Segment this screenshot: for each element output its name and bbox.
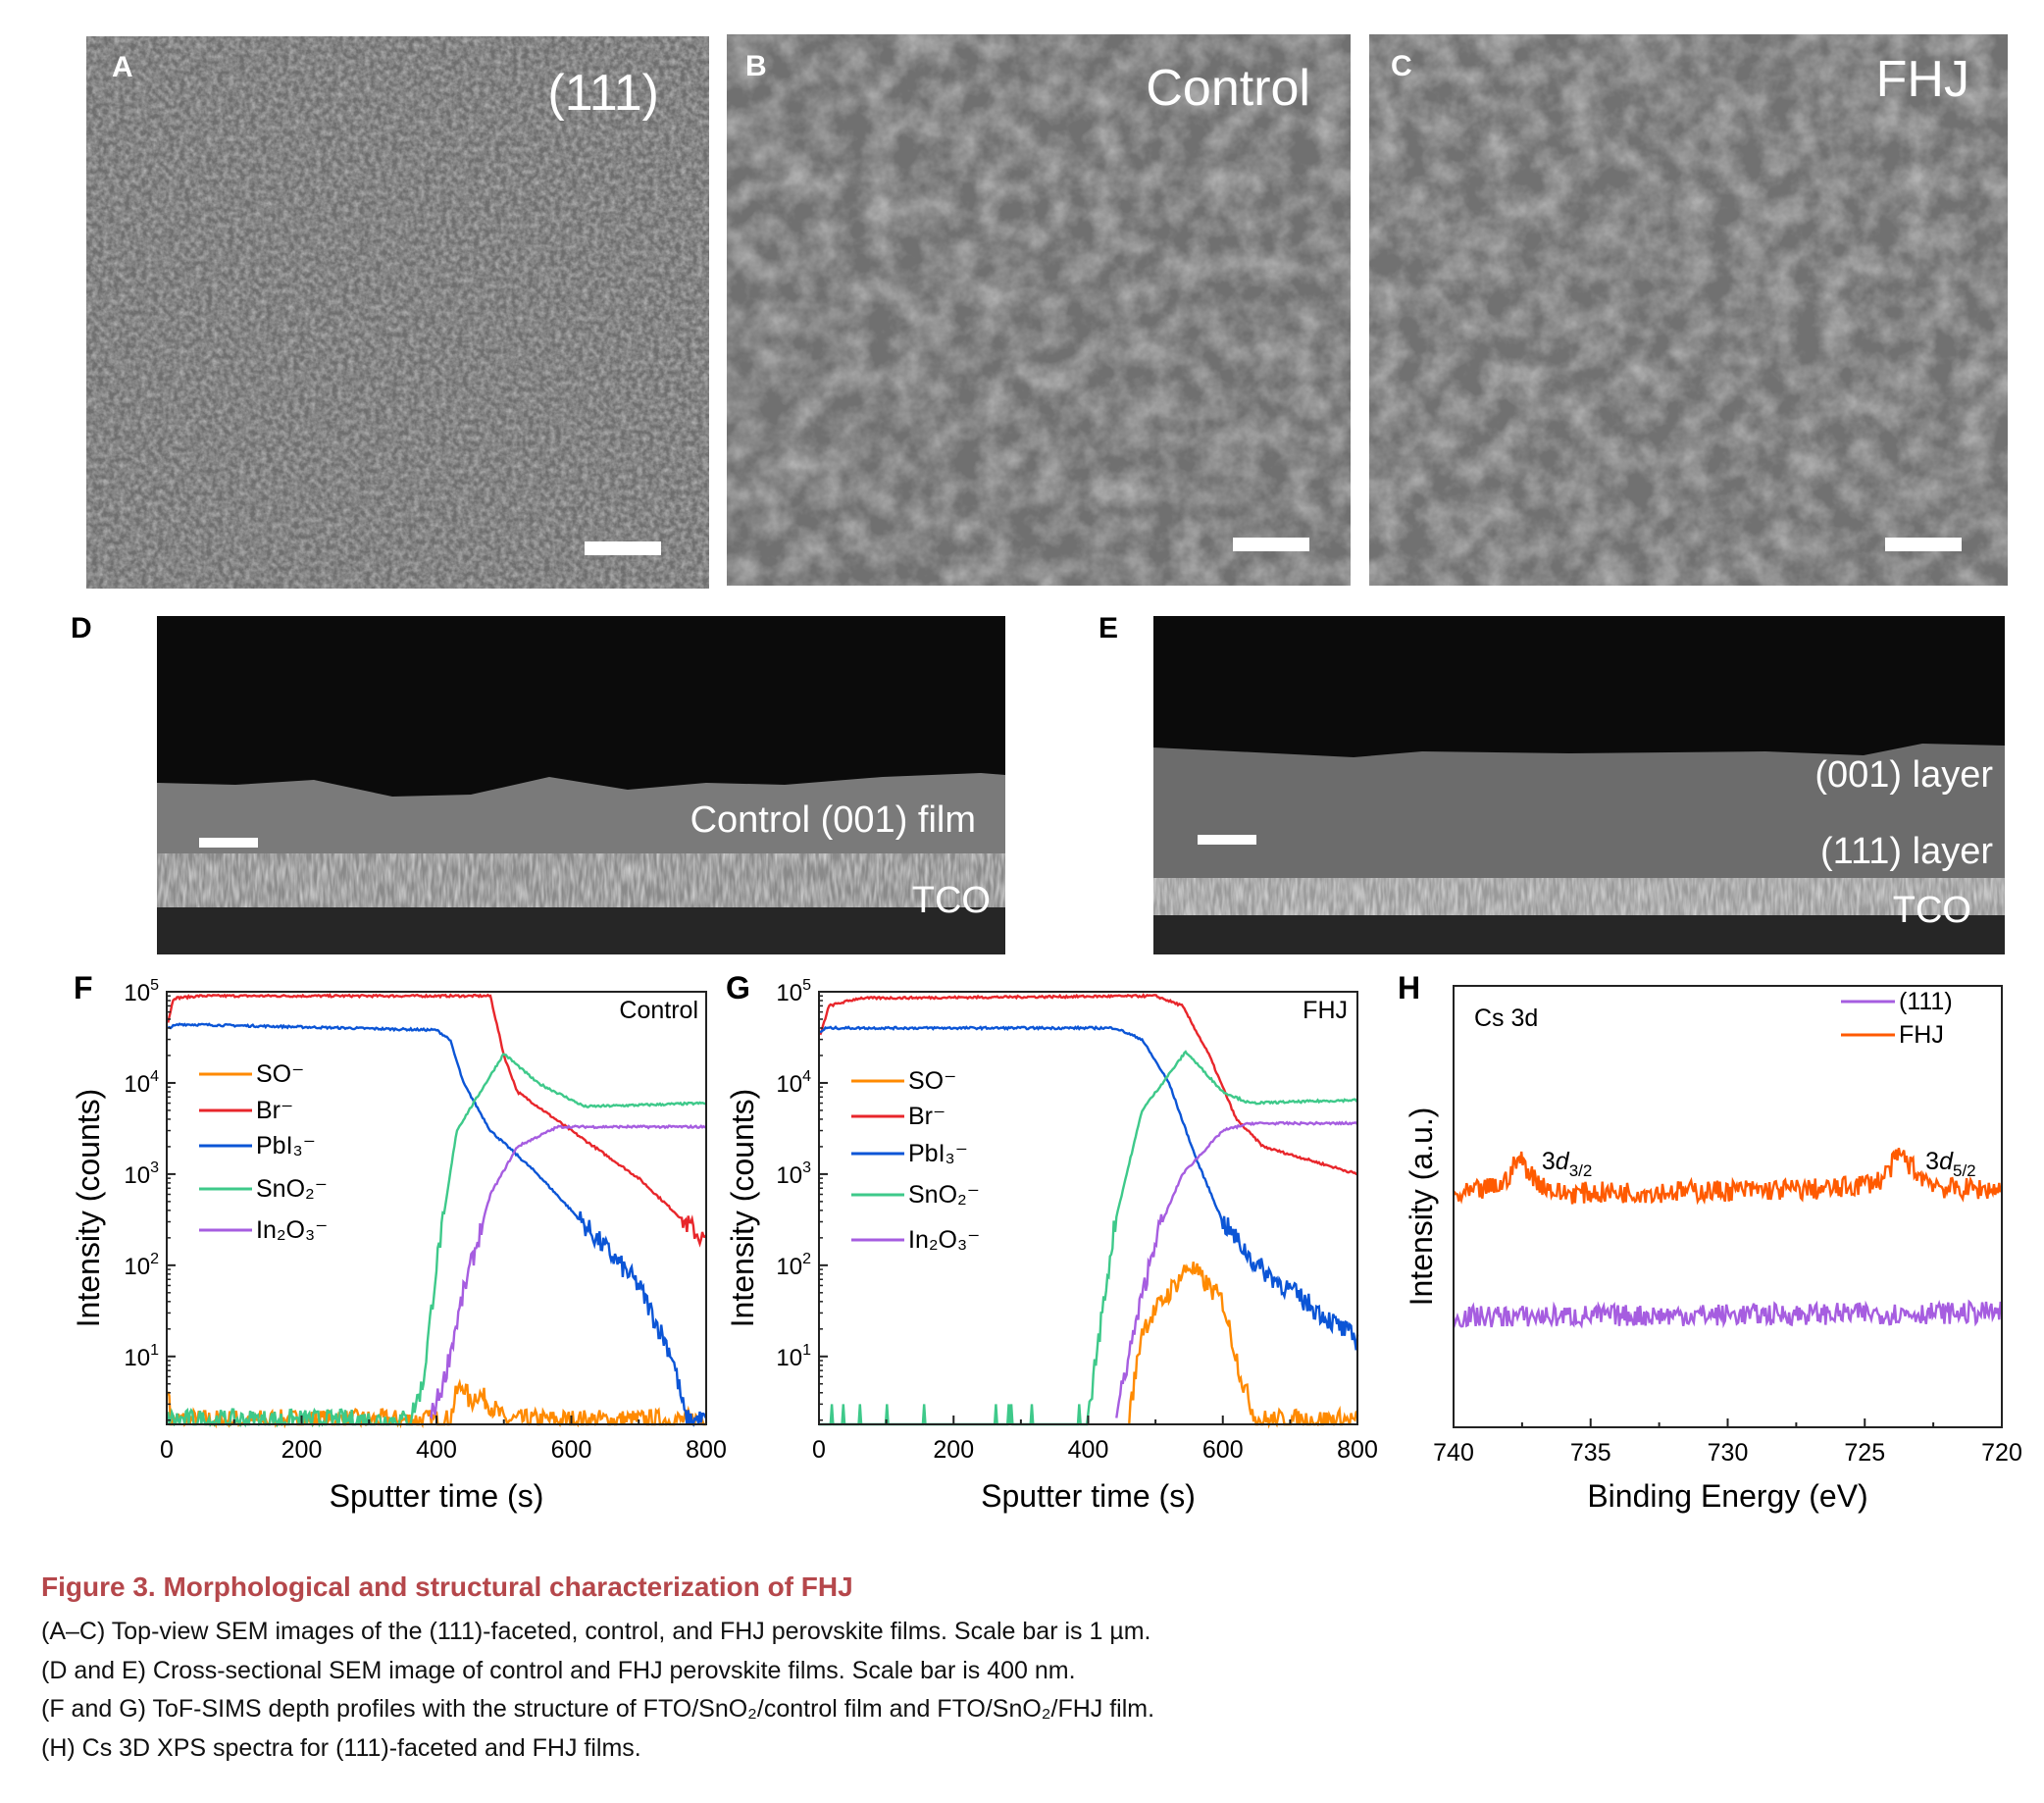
legend-label-pbi3: PbI₃⁻ [908, 1140, 968, 1167]
legend-label-in2o3: In₂O₃⁻ [256, 1216, 328, 1244]
panel-e-label-001: (001) layer [1814, 754, 1993, 796]
panel-letter-a: A [112, 51, 133, 83]
y-tick-label: 103 [776, 1159, 811, 1189]
caption-line: (F and G) ToF-SIMS depth profiles with t… [41, 1695, 1155, 1723]
caption-line: (D and E) Cross-sectional SEM image of c… [41, 1656, 1076, 1684]
peak-annotation: 3d5/2 [1925, 1148, 1975, 1180]
legend-label-in2o3: In₂O₃⁻ [908, 1226, 980, 1254]
legend-label-sno2: SnO₂⁻ [908, 1181, 980, 1209]
legend-label-sno2: SnO₂⁻ [256, 1175, 328, 1203]
series-line-br [167, 993, 707, 1248]
chart-title: FHJ [1303, 997, 1348, 1024]
legend-label-fhj: FHJ [1899, 1021, 1944, 1049]
y-tick-label: 104 [124, 1068, 159, 1098]
x-tick-label: 800 [686, 1436, 727, 1464]
y-tick-label: 104 [776, 1068, 811, 1098]
chart-title: Control [619, 997, 698, 1024]
series-line-111 [1452, 1299, 2004, 1329]
x-tick-label: 800 [1337, 1436, 1378, 1464]
legend-label-pbi3: PbI₃⁻ [256, 1132, 316, 1159]
chart-tof-sims-control: F SO⁻ Br⁻ PbI₃⁻ SnO₂⁻ In₂O₃⁻ 0 200 400 600 800 101 1… [71, 970, 727, 1514]
peak-annotation: 3d3/2 [1542, 1148, 1592, 1180]
legend-label-111: (111) [1899, 988, 1953, 1015]
panel-d-tco-label: TCO [912, 880, 991, 921]
x-tick-label: 600 [551, 1436, 592, 1464]
plot-frame [166, 991, 707, 1425]
x-tick-label: 720 [1981, 1439, 2022, 1467]
series-line-so [1128, 1262, 1358, 1429]
series-line-in2o3 [429, 1123, 707, 1420]
scale-bar [585, 541, 661, 555]
panel-letter-d: D [71, 612, 92, 644]
caption-line: (H) Cs 3D XPS spectra for (111)-faceted … [41, 1733, 641, 1762]
x-tick-label: 0 [812, 1436, 826, 1464]
figure-canvas: A (111) B Control C FHJ D Control (001) … [71, 34, 2022, 1514]
series-line-in2o3 [1115, 1120, 1358, 1418]
x-tick-label: 0 [160, 1436, 174, 1464]
panel-letter-g: G [726, 970, 750, 1005]
plot-frame [818, 991, 1358, 1425]
x-tick-label: 740 [1433, 1439, 1474, 1467]
y-axis-label: Intensity (counts) [725, 1089, 760, 1328]
y-tick-label: 105 [124, 977, 159, 1006]
chart-tof-sims-fhj: G SO⁻ Br⁻ PbI₃⁻ SnO₂⁻ In₂O₃⁻ 0 200 400 600 800 101 1… [725, 970, 1378, 1514]
legend-label-so: SO⁻ [256, 1060, 304, 1088]
series-line-sno2 [167, 1053, 707, 1428]
x-tick-label: 400 [416, 1436, 457, 1464]
x-axis-label: Sputter time (s) [981, 1478, 1196, 1514]
series-line-pbi3 [167, 1022, 708, 1427]
y-tick-label: 102 [124, 1251, 159, 1280]
panel-b-label: Control [1146, 60, 1310, 117]
chart-xps-cs3d: H (111) FHJ 740 735 730 725 720 Cs 3d 3d3/2 3d5/2 B… [1398, 970, 2022, 1514]
series-line-sno2 [819, 1050, 1358, 1426]
x-tick-label: 400 [1068, 1436, 1109, 1464]
panel-e-tco-label: TCO [1893, 890, 1971, 931]
x-tick-label: 600 [1202, 1436, 1244, 1464]
caption-title: Figure 3. Morphological and structural c… [41, 1571, 853, 1602]
legend-label-br: Br⁻ [908, 1103, 945, 1130]
x-tick-label: 200 [281, 1436, 323, 1464]
y-tick-label: 101 [124, 1342, 159, 1371]
figure-caption: Figure 3. Morphological and structural c… [41, 1571, 2003, 1768]
legend-label-br: Br⁻ [256, 1097, 293, 1124]
x-tick-label: 735 [1570, 1439, 1611, 1467]
panel-letter-c: C [1391, 50, 1412, 82]
panel-letter-h: H [1398, 970, 1420, 1005]
panel-d-label: Control (001) film [690, 799, 976, 841]
plot-frame [1453, 985, 2003, 1428]
scale-bar [1885, 538, 1962, 551]
x-tick-label: 200 [933, 1436, 974, 1464]
panel-letter-e: E [1099, 612, 1118, 644]
sem-panel-b: B Control [727, 34, 1351, 586]
scale-bar [1233, 538, 1309, 551]
x-axis-label: Sputter time (s) [330, 1478, 544, 1514]
series-line-fhj [1452, 1147, 2004, 1206]
panel-c-label: FHJ [1876, 51, 1969, 108]
sem-panel-a: A (111) [86, 36, 709, 589]
series-line-br [819, 993, 1358, 1176]
panel-letter-f: F [74, 970, 93, 1005]
sem-panel-d: Control (001) film TCO [157, 616, 1005, 954]
sem-panel-c: C FHJ [1369, 34, 2008, 586]
x-tick-label: 730 [1708, 1439, 1749, 1467]
panel-letter-b: B [745, 50, 767, 82]
y-tick-label: 102 [776, 1251, 811, 1280]
y-axis-label: Intensity (counts) [71, 1089, 106, 1328]
series-line-pbi3 [819, 1024, 1359, 1351]
caption-line: (A–C) Top-view SEM images of the (111)-f… [41, 1618, 1151, 1645]
panel-e-label-111: (111) layer [1820, 831, 1993, 872]
x-tick-label: 725 [1844, 1439, 1885, 1467]
legend-label-so: SO⁻ [908, 1067, 956, 1095]
scale-bar [1198, 835, 1256, 845]
chart-title: Cs 3d [1474, 1005, 1538, 1032]
y-tick-label: 103 [124, 1159, 159, 1189]
sem-panel-e: (001) layer (111) layer TCO [1153, 616, 2005, 954]
y-axis-label: Intensity (a.u.) [1404, 1108, 1439, 1307]
scale-bar [199, 838, 258, 848]
y-tick-label: 105 [776, 977, 811, 1006]
y-tick-label: 101 [776, 1342, 811, 1371]
x-axis-label: Binding Energy (eV) [1587, 1478, 1867, 1514]
panel-a-label: (111) [547, 65, 659, 122]
